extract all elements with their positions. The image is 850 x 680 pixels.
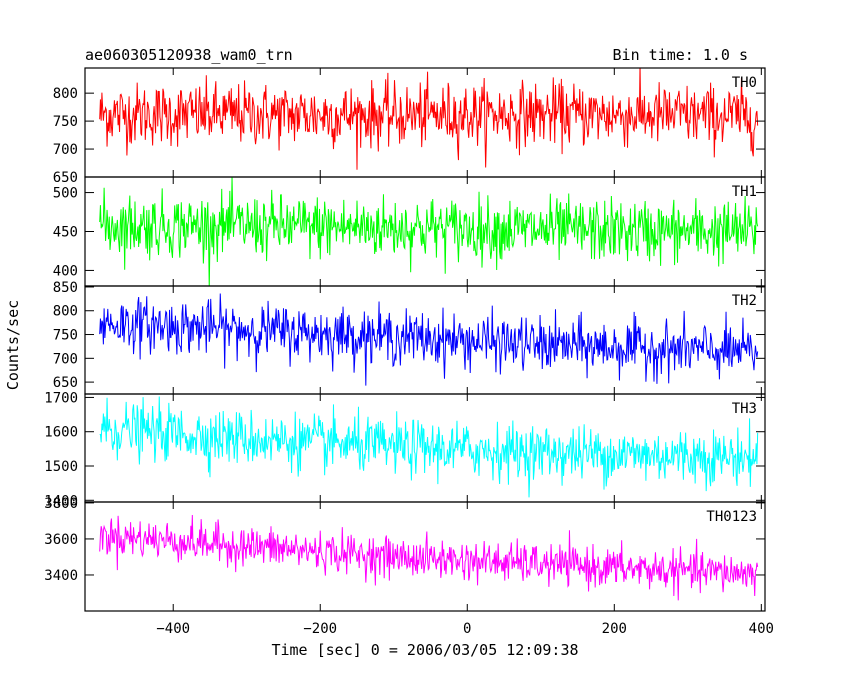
panel-label-th0: TH0 xyxy=(732,75,757,91)
series-line-th0 xyxy=(99,68,759,170)
x-tick-label: 0 xyxy=(463,621,471,637)
panel-frame xyxy=(84,176,766,287)
chart-title: ae060305120938_wam0_trn xyxy=(85,46,293,64)
y-tick-label: 1700 xyxy=(44,390,78,406)
y-tick-label: 3800 xyxy=(44,496,78,512)
y-tick-label: 650 xyxy=(53,375,78,391)
bin-time-label: Bin time: 1.0 s xyxy=(613,46,748,64)
y-tick-label: 1600 xyxy=(44,425,78,441)
y-tick-label: 3600 xyxy=(44,532,78,548)
y-tick-label: 500 xyxy=(53,186,78,202)
series-line-th0123 xyxy=(99,515,759,601)
y-tick-label: 800 xyxy=(53,86,78,102)
series-line-th2 xyxy=(99,293,759,386)
y-tick-label: 850 xyxy=(53,280,78,296)
y-tick-label: 3400 xyxy=(44,568,78,584)
y-tick-label: 750 xyxy=(53,114,78,130)
y-tick-label: 450 xyxy=(53,225,78,241)
panel-frame xyxy=(84,501,766,612)
y-tick-label: 1400 xyxy=(44,493,78,509)
x-axis-label: Time [sec] 0 = 2006/03/05 12:09:38 xyxy=(271,641,578,659)
x-tick-label: −200 xyxy=(303,621,337,637)
x-tick-label: −400 xyxy=(156,621,190,637)
x-tick-label: 200 xyxy=(602,621,627,637)
x-tick-label: 400 xyxy=(749,621,774,637)
y-axis-label: Counts/sec xyxy=(4,300,22,390)
y-tick-label: 800 xyxy=(53,304,78,320)
y-tick-label: 750 xyxy=(53,328,78,344)
panel-label-th2: TH2 xyxy=(732,293,757,309)
panel-label-th1: TH1 xyxy=(732,184,757,200)
panel-th0: 650 700 750 800 TH0 xyxy=(53,67,766,186)
panel-label-th3: TH3 xyxy=(732,401,757,417)
panel-frame xyxy=(84,285,766,395)
panel-th3: 1400 1500 1600 1700 TH3 xyxy=(44,390,766,509)
y-tick-label: 700 xyxy=(53,142,78,158)
y-tick-label: 650 xyxy=(53,170,78,186)
y-tick-label: 1500 xyxy=(44,459,78,475)
y-tick-label: 400 xyxy=(53,263,78,279)
y-tick-label: 700 xyxy=(53,351,78,367)
series-line-th1 xyxy=(99,177,759,286)
panel-th1: 400 450 500 TH1 xyxy=(53,176,766,287)
panel-th0123: 3400 3600 3800 TH0123 xyxy=(44,496,766,612)
panel-label-th0123: TH0123 xyxy=(706,509,757,525)
series-line-th3 xyxy=(99,396,759,498)
panel-th2: 650 700 750 800 850 TH2 xyxy=(53,280,766,395)
